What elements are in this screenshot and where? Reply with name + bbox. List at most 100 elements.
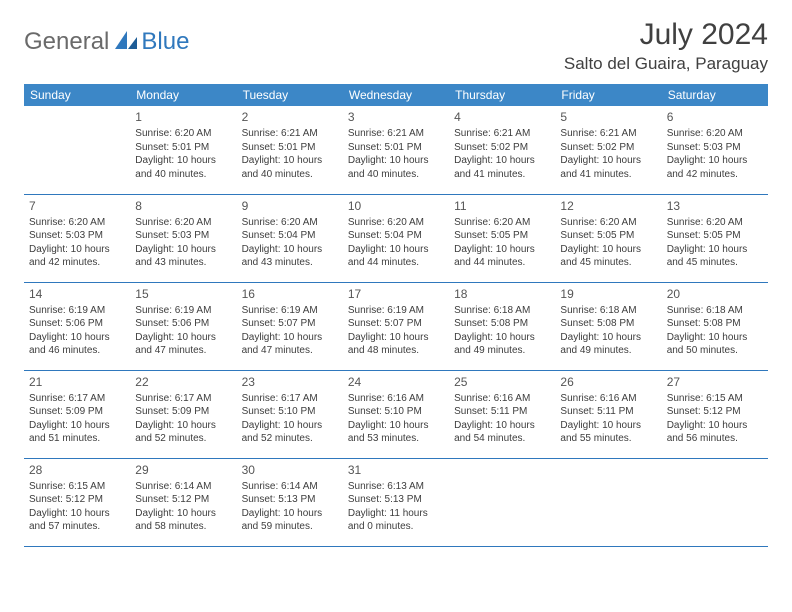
day-number: 16 <box>242 286 338 302</box>
calendar-cell: 21Sunrise: 6:17 AMSunset: 5:09 PMDayligh… <box>24 370 130 458</box>
sunset-text: Sunset: 5:12 PM <box>29 493 125 507</box>
daylight-text: and 46 minutes. <box>29 344 125 358</box>
day-header: Friday <box>555 84 661 106</box>
calendar-cell: 30Sunrise: 6:14 AMSunset: 5:13 PMDayligh… <box>237 458 343 546</box>
daylight-text: and 42 minutes. <box>667 168 763 182</box>
sunset-text: Sunset: 5:11 PM <box>560 405 656 419</box>
day-number: 4 <box>454 109 550 125</box>
day-number: 9 <box>242 198 338 214</box>
calendar-cell: 4Sunrise: 6:21 AMSunset: 5:02 PMDaylight… <box>449 106 555 194</box>
daylight-text: and 44 minutes. <box>348 256 444 270</box>
daylight-text: and 54 minutes. <box>454 432 550 446</box>
sunset-text: Sunset: 5:07 PM <box>242 317 338 331</box>
day-header: Sunday <box>24 84 130 106</box>
calendar-cell: 22 Sunrise: 6:17 AMSunset: 5:09 PMDayligh… <box>130 370 236 458</box>
calendar-cell: 3Sunrise: 6:21 AMSunset: 5:01 PMDaylight… <box>343 106 449 194</box>
daylight-text: and 56 minutes. <box>667 432 763 446</box>
calendar-cell: 16Sunrise: 6:19 AMSunset: 5:07 PMDayligh… <box>237 282 343 370</box>
daylight-text: and 48 minutes. <box>348 344 444 358</box>
daylight-text: and 40 minutes. <box>135 168 231 182</box>
calendar-cell: 17Sunrise: 6:19 AMSunset: 5:07 PMDayligh… <box>343 282 449 370</box>
calendar-cell: 28Sunrise: 6:15 AMSunset: 5:12 PMDayligh… <box>24 458 130 546</box>
sunrise-text: Sunrise: 6:18 AM <box>560 304 656 318</box>
daylight-text: Daylight: 10 hours <box>560 331 656 345</box>
day-number: 19 <box>560 286 656 302</box>
sunset-text: Sunset: 5:03 PM <box>135 229 231 243</box>
sunrise-text: Sunrise: 6:14 AM <box>242 480 338 494</box>
calendar-cell: 6Sunrise: 6:20 AMSunset: 5:03 PMDaylight… <box>662 106 768 194</box>
daylight-text: Daylight: 11 hours <box>348 507 444 521</box>
sunset-text: Sunset: 5:05 PM <box>560 229 656 243</box>
calendar-cell: 23Sunrise: 6:17 AMSunset: 5:10 PMDayligh… <box>237 370 343 458</box>
day-number: 2 <box>242 109 338 125</box>
calendar-cell: 20Sunrise: 6:18 AMSunset: 5:08 PMDayligh… <box>662 282 768 370</box>
daylight-text: Daylight: 10 hours <box>242 507 338 521</box>
daylight-text: Daylight: 10 hours <box>242 331 338 345</box>
daylight-text: Daylight: 10 hours <box>135 419 231 433</box>
daylight-text: Daylight: 10 hours <box>454 331 550 345</box>
daylight-text: Daylight: 10 hours <box>29 243 125 257</box>
sunset-text: Sunset: 5:12 PM <box>135 493 231 507</box>
sunset-text: Sunset: 5:13 PM <box>348 493 444 507</box>
calendar-cell: 25Sunrise: 6:16 AMSunset: 5:11 PMDayligh… <box>449 370 555 458</box>
day-number: 18 <box>454 286 550 302</box>
sunrise-text: Sunrise: 6:21 AM <box>560 127 656 141</box>
day-number: 31 <box>348 462 444 478</box>
day-header: Monday <box>130 84 236 106</box>
sunrise-text: Sunrise: 6:20 AM <box>348 216 444 230</box>
daylight-text: Daylight: 10 hours <box>135 243 231 257</box>
daylight-text: and 59 minutes. <box>242 520 338 534</box>
daylight-text: Daylight: 10 hours <box>667 154 763 168</box>
daylight-text: and 52 minutes. <box>242 432 338 446</box>
sunrise-text: Sunrise: 6:13 AM <box>348 480 444 494</box>
daylight-text: and 40 minutes. <box>348 168 444 182</box>
daylight-text: Daylight: 10 hours <box>454 243 550 257</box>
sunset-text: Sunset: 5:09 PM <box>29 405 125 419</box>
daylight-text: and 49 minutes. <box>560 344 656 358</box>
daylight-text: Daylight: 10 hours <box>560 419 656 433</box>
sunrise-text: Sunrise: 6:20 AM <box>135 127 231 141</box>
daylight-text: and 55 minutes. <box>560 432 656 446</box>
sunset-text: Sunset: 5:03 PM <box>29 229 125 243</box>
sunset-text: Sunset: 5:10 PM <box>242 405 338 419</box>
sunset-text: Sunset: 5:03 PM <box>667 141 763 155</box>
sunset-text: Sunset: 5:01 PM <box>348 141 444 155</box>
sunset-text: Sunset: 5:09 PM <box>135 405 231 419</box>
daylight-text: Daylight: 10 hours <box>135 331 231 345</box>
daylight-text: Daylight: 10 hours <box>454 419 550 433</box>
sunrise-text: Sunrise: 6:15 AM <box>29 480 125 494</box>
day-number: 23 <box>242 374 338 390</box>
daylight-text: Daylight: 10 hours <box>348 243 444 257</box>
day-number: 20 <box>667 286 763 302</box>
sunrise-text: Sunrise: 6:19 AM <box>29 304 125 318</box>
sunrise-text: Sunrise: 6:20 AM <box>135 216 231 230</box>
calendar-cell <box>662 458 768 546</box>
sunrise-text: Sunrise: 6:17 AM <box>135 392 231 406</box>
daylight-text: and 45 minutes. <box>560 256 656 270</box>
logo-sail-icon <box>113 29 139 56</box>
daylight-text: and 58 minutes. <box>135 520 231 534</box>
sunrise-text: Sunrise: 6:15 AM <box>667 392 763 406</box>
day-number: 3 <box>348 109 444 125</box>
sunset-text: Sunset: 5:01 PM <box>242 141 338 155</box>
header: General Blue July 2024 Salto del Guaira,… <box>24 18 768 74</box>
calendar-cell: 9Sunrise: 6:20 AMSunset: 5:04 PMDaylight… <box>237 194 343 282</box>
daylight-text: and 53 minutes. <box>348 432 444 446</box>
day-number: 6 <box>667 109 763 125</box>
sunrise-text: Sunrise: 6:21 AM <box>242 127 338 141</box>
daylight-text: and 47 minutes. <box>242 344 338 358</box>
calendar-cell: 18Sunrise: 6:18 AMSunset: 5:08 PMDayligh… <box>449 282 555 370</box>
daylight-text: Daylight: 10 hours <box>242 243 338 257</box>
day-number: 22 <box>135 374 231 390</box>
daylight-text: Daylight: 10 hours <box>667 243 763 257</box>
day-number: 7 <box>29 198 125 214</box>
sunrise-text: Sunrise: 6:20 AM <box>454 216 550 230</box>
daylight-text: and 49 minutes. <box>454 344 550 358</box>
day-number: 8 <box>135 198 231 214</box>
daylight-text: Daylight: 10 hours <box>29 419 125 433</box>
day-number: 12 <box>560 198 656 214</box>
sunrise-text: Sunrise: 6:21 AM <box>454 127 550 141</box>
day-number: 28 <box>29 462 125 478</box>
month-title: July 2024 <box>564 18 768 52</box>
sunset-text: Sunset: 5:13 PM <box>242 493 338 507</box>
